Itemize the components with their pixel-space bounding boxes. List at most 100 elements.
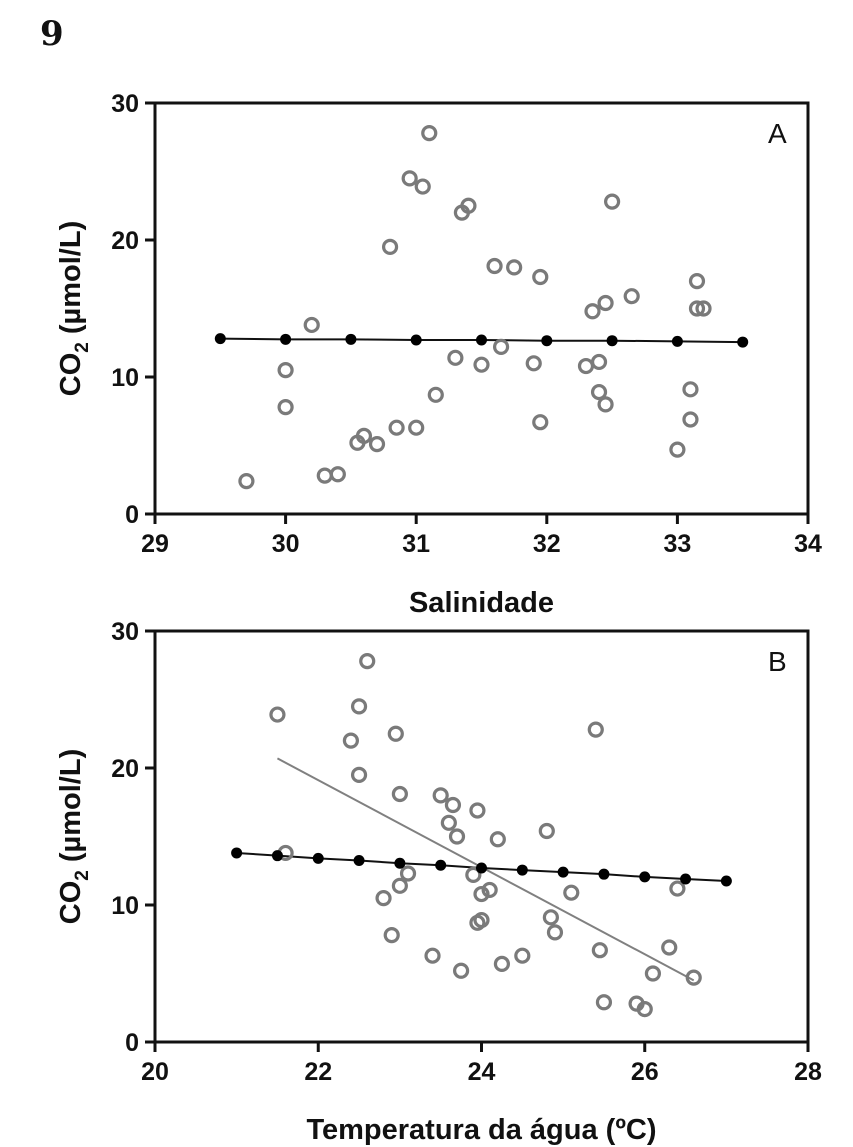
- observed-point: [355, 427, 373, 445]
- observed-point: [452, 962, 470, 979]
- observed-point: [277, 362, 294, 379]
- observed-point: [469, 802, 486, 819]
- y-axis-title-unit: (µmol/L): [55, 749, 87, 870]
- x-tick-label: 32: [533, 530, 561, 558]
- observed-point: [381, 238, 399, 255]
- observed-point: [532, 268, 549, 286]
- y-tick-label: 0: [125, 501, 139, 529]
- observed-point: [303, 316, 320, 334]
- observed-point: [525, 355, 542, 372]
- x-tick-label: 29: [141, 530, 169, 558]
- fitted-point: [312, 852, 324, 864]
- plot-frame: [153, 629, 810, 1044]
- figure-number: 9: [40, 14, 64, 54]
- observed-point: [481, 881, 498, 899]
- observed-point: [350, 766, 368, 783]
- y-axis-title-unit: (µmol/L): [55, 221, 87, 342]
- observed-point: [514, 947, 531, 964]
- observed-point: [350, 698, 368, 715]
- observed-point: [440, 814, 457, 831]
- observed-point: [401, 170, 418, 187]
- observed-point: [623, 288, 640, 305]
- observed-point: [383, 927, 400, 944]
- observed-point: [584, 303, 601, 320]
- y-tick-label: 20: [111, 227, 139, 255]
- observed-point: [316, 467, 333, 484]
- y-tick-label: 0: [125, 1029, 139, 1057]
- observed-point: [577, 357, 595, 375]
- observed-point: [473, 911, 490, 929]
- fitted-point: [280, 333, 292, 345]
- y-axis-title-subscript: 2: [72, 342, 93, 353]
- observed-point: [473, 356, 490, 373]
- observed-point: [486, 257, 503, 275]
- x-tick-label: 33: [663, 530, 691, 558]
- x-tick-label: 31: [402, 530, 430, 558]
- fitted-point: [345, 333, 357, 345]
- x-tick-label: 26: [631, 1058, 659, 1086]
- panel-label: B: [768, 646, 787, 677]
- observed-point: [465, 866, 482, 883]
- observed-point: [682, 411, 699, 428]
- observed-point: [587, 721, 604, 738]
- fitted-point: [680, 873, 692, 885]
- fitted-point: [720, 875, 732, 887]
- observed-point: [460, 197, 477, 214]
- observed-point: [597, 396, 614, 413]
- observed-point: [399, 865, 417, 882]
- x-tick-label: 22: [304, 1058, 332, 1086]
- observed-point: [669, 441, 686, 458]
- y-tick-label: 10: [111, 892, 139, 920]
- fitted-point: [476, 862, 487, 874]
- observed-point: [391, 877, 408, 894]
- fitted-point: [671, 335, 683, 347]
- fitted-point: [557, 866, 569, 878]
- observed-point: [506, 259, 523, 276]
- y-axis-title: CO2 (µmol/L): [55, 221, 93, 397]
- observed-point: [375, 890, 392, 907]
- observed-point: [238, 473, 255, 490]
- observed-point: [342, 732, 359, 749]
- fitted-point: [541, 335, 553, 347]
- fitted-point: [476, 334, 487, 346]
- observed-point: [432, 787, 449, 804]
- fitted-point: [214, 333, 226, 345]
- observed-point: [591, 942, 608, 959]
- observed-point: [473, 885, 490, 903]
- x-tick-label: 20: [141, 1058, 169, 1086]
- x-tick-label: 30: [272, 530, 300, 558]
- x-axis-title: Salinidade: [409, 587, 554, 619]
- observed-point: [532, 414, 549, 431]
- observed-point: [424, 947, 441, 964]
- observed-point: [368, 436, 386, 453]
- observed-point: [427, 386, 444, 403]
- fitted-point: [516, 864, 528, 876]
- fitted-point: [737, 336, 749, 348]
- fitted-point: [353, 854, 365, 866]
- observed-point: [388, 419, 405, 436]
- fitted-point: [231, 847, 243, 859]
- observed-point: [636, 1001, 653, 1018]
- observed-point: [444, 796, 462, 814]
- observed-point: [682, 381, 699, 398]
- fitted-point: [598, 868, 610, 880]
- observed-point: [391, 785, 408, 803]
- fitted-point: [394, 857, 406, 869]
- observed-point: [603, 193, 621, 210]
- observed-point: [595, 994, 613, 1011]
- observed-point: [563, 884, 580, 901]
- y-axis-title-subscript: 2: [72, 870, 93, 881]
- observed-point: [329, 466, 346, 483]
- y-tick-label: 30: [111, 90, 139, 118]
- observed-point: [688, 300, 706, 317]
- y-axis-title-main: CO: [55, 881, 87, 925]
- x-tick-label: 34: [794, 530, 822, 558]
- fitted-point: [410, 334, 422, 346]
- observed-point: [590, 383, 608, 401]
- observed-point: [492, 338, 510, 355]
- y-axis-title: CO2 (µmol/L): [55, 749, 93, 925]
- observed-point: [546, 924, 564, 941]
- observed-point: [695, 300, 712, 317]
- observed-point: [590, 353, 608, 371]
